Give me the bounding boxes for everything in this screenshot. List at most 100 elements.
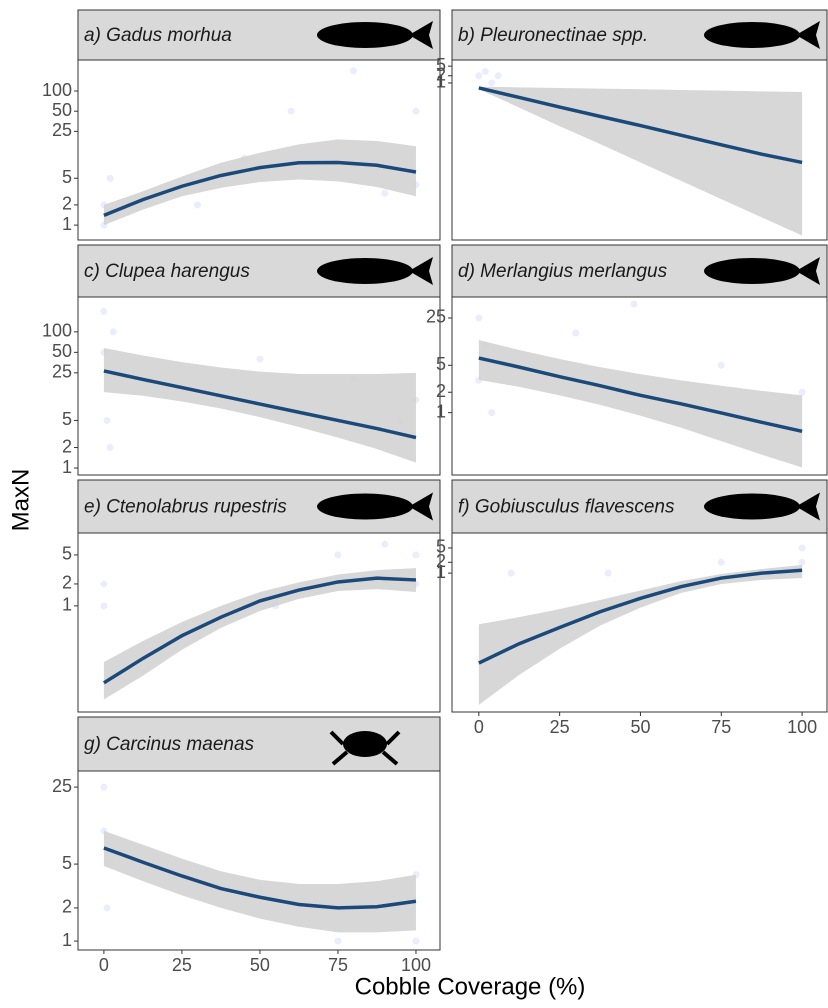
fit-line [478,86,803,165]
point [100,307,108,315]
x-tick-label: 0 [474,717,484,737]
point [106,444,114,452]
y-tick-label: 1 [62,930,72,950]
fit-line [478,356,803,434]
y-tick-label: 25 [52,362,72,382]
panel-title: f) Gobiusculus flavescens [458,497,675,518]
y-tick-label: 1 [62,214,72,234]
y-tick-label: 100 [42,80,72,100]
y-tick-label: 25 [52,776,72,796]
y-tick-label: 1 [436,401,446,421]
x-axis-title: Cobble Coverage (%) [355,973,586,1000]
fit-line [103,369,417,440]
point [488,409,496,417]
point [106,174,114,182]
y-tick-label: 1 [436,562,446,582]
point [630,300,638,308]
x-tick-label: 50 [250,955,270,975]
point [381,189,389,197]
point [481,67,489,75]
fit-line [103,846,417,910]
x-tick-label: 25 [550,717,570,737]
y-tick-label: 2 [62,436,72,456]
x-tick-label: 100 [787,717,817,737]
y-tick-label: 5 [62,853,72,873]
point [194,201,202,209]
y-tick-label: 5 [436,55,446,75]
point [381,540,389,548]
y-tick-label: 2 [62,573,72,593]
y-tick-label: 100 [42,321,72,341]
panel-title: a) Gadus morhua [84,25,232,46]
point [412,551,420,559]
x-tick-label: 75 [711,717,731,737]
panel-title: g) Carcinus maenas [84,734,255,755]
y-tick-label: 25 [426,307,446,327]
icon [409,257,433,285]
y-tick-label: 1 [62,457,72,477]
x-tick-label: 25 [172,955,192,975]
point [412,107,420,115]
point [488,79,496,87]
point [798,544,806,552]
point [412,937,420,945]
icon [704,493,800,520]
y-tick-label: 1 [436,72,446,92]
panel-title: e) Ctenolabrus rupestris [84,497,287,518]
icon [704,258,800,284]
point [103,416,111,424]
point [100,602,108,610]
y-tick-label: 2 [436,551,446,571]
y-tick-label: 5 [436,354,446,374]
fit-line [102,576,417,685]
point [109,328,117,336]
point [798,558,806,566]
point [334,551,342,559]
icon [317,258,413,284]
point [717,558,725,566]
ribbon [478,340,803,468]
y-tick-label: 5 [62,167,72,187]
ribbon [478,86,803,236]
panel-title: d) Merlangius merlangus [458,261,668,282]
icon [343,731,387,757]
icon [796,257,820,285]
point [494,72,502,80]
x-tick-label: 0 [99,955,109,975]
y-tick-label: 25 [52,120,72,140]
icon [796,21,820,49]
y-tick-label: 50 [52,341,72,361]
panel-title: b) Pleuronectinae spp. [458,25,648,46]
point [100,580,108,588]
point [256,355,264,363]
x-tick-label: 50 [630,717,650,737]
y-tick-label: 1 [62,595,72,615]
icon [796,492,820,521]
point [507,569,515,577]
y-tick-label: 50 [52,100,72,120]
point [100,783,108,791]
point [604,569,612,577]
panel-title: c) Clupea harengus [84,261,250,282]
point [572,329,580,337]
icon [409,492,433,521]
point [475,314,483,322]
icon [317,22,413,48]
point [334,937,342,945]
fit-line [103,160,417,217]
icon [329,730,401,766]
icon [409,21,433,49]
x-tick-label: 75 [328,955,348,975]
icon [704,22,800,48]
y-tick-label: 5 [436,537,446,557]
y-tick-label: 2 [62,897,72,917]
point [475,72,483,80]
point [350,67,358,75]
point [798,388,806,396]
y-tick-label: 5 [62,409,72,429]
point [287,107,295,115]
y-tick-label: 2 [62,194,72,214]
icon [317,493,413,520]
ribbon [103,568,416,700]
